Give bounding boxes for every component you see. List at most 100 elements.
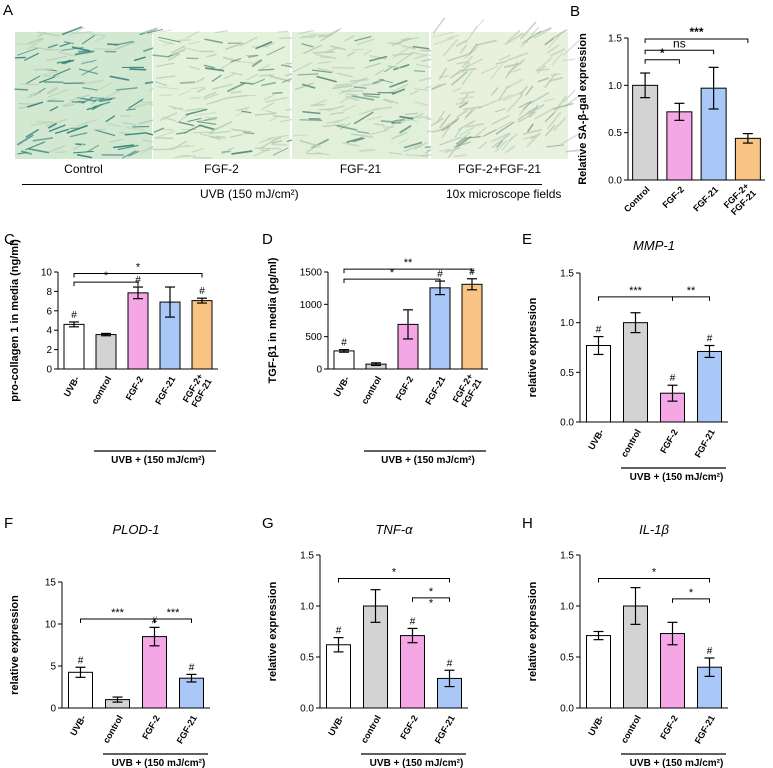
significance-label: *: [390, 267, 395, 279]
hash-mark: #: [670, 373, 676, 384]
chart-title: IL-1β: [639, 522, 669, 537]
hash-mark: #: [447, 658, 453, 669]
bar-3: [660, 633, 685, 709]
x-axis-label: UVB + (150 mJ/cm²): [630, 758, 724, 768]
y-axis-label: TGF-β1 in media (pg/ml): [267, 257, 279, 383]
chart-c: C 0 2 4 6 8 10 pro-collagen 1 in media (ng/ml) #…: [4, 231, 218, 466]
significance-bracket: [598, 296, 673, 301]
category-label: FGF-21: [691, 184, 720, 213]
category-label: control: [359, 714, 383, 745]
y-tick-label: 0.5: [608, 128, 622, 139]
y-axis-label: relative expression: [527, 297, 539, 397]
y-tick-label: 1.0: [560, 318, 574, 329]
y-tick-label: 4: [46, 326, 52, 337]
category-label: UVB-: [62, 374, 82, 398]
significance-label: *: [136, 261, 141, 273]
category-text: FGF-2: [394, 375, 416, 403]
category-label: FGF-2: [660, 184, 685, 209]
y-tick-label: 2: [46, 345, 52, 356]
y-tick-label: 500: [305, 332, 322, 343]
category-text: control: [359, 375, 383, 406]
y-tick-label: 1.5: [560, 551, 574, 562]
significance-label: ns: [673, 36, 686, 50]
category-label: FGF-2+FGF-21: [451, 372, 484, 409]
bar-1: [586, 635, 611, 709]
bar-1: [586, 345, 611, 423]
micrograph-label-3: FGF-21: [339, 162, 382, 176]
hash-mark: #: [341, 338, 347, 349]
significance-label: ***: [689, 25, 703, 39]
category-label: FGF-2: [124, 375, 146, 403]
category-text: FGF-21: [175, 714, 199, 746]
category-label: FGF-21: [153, 375, 177, 407]
chart-b: B 0.0 0.5 1.0 1.5 Relative SA-β-gal expressio…: [570, 3, 765, 217]
significance-label: *: [660, 46, 665, 60]
significance-label: ***: [629, 285, 643, 297]
y-tick-label: 1.5: [608, 34, 622, 45]
bar-4: [697, 350, 722, 423]
category-text: UVB-: [326, 713, 346, 737]
significance-bracket: [80, 618, 155, 623]
y-tick-label: 1.5: [560, 269, 574, 280]
bar-3: [400, 635, 425, 709]
hash-mark: #: [437, 269, 443, 280]
y-tick-label: 1.5: [300, 551, 314, 562]
category-label: FGF-21: [423, 375, 447, 407]
category-text: FGF-2: [658, 428, 680, 456]
y-axis-label: relative expression: [9, 595, 21, 695]
bar-2: [95, 334, 117, 370]
chart-e: E MMP-1 0.0 0.5 1.0 1.5 relative expression # UV…: [522, 231, 728, 483]
significance-bracket: [343, 268, 473, 274]
category-label: FGF-2: [394, 375, 416, 403]
y-axis-label: pro-collagen 1 in media (ng/ml): [9, 239, 21, 402]
y-tick-label: 0: [316, 365, 322, 376]
y-tick-label: 1.0: [560, 602, 574, 613]
category-label: UVB-: [586, 713, 606, 737]
y-tick-label: 8: [46, 287, 52, 298]
hash-mark: #: [78, 655, 84, 666]
bar-5: [461, 283, 483, 370]
y-axis-label: relative expression: [267, 581, 279, 681]
uvb-label: UVB (150 mJ/cm²): [200, 187, 299, 201]
significance-label: *: [429, 586, 434, 598]
micrograph-4: [430, 17, 583, 159]
bar-4: [179, 677, 204, 709]
chart-title: TNF-α: [375, 522, 413, 537]
category-label: FGF-21: [175, 714, 199, 746]
category-text: control: [619, 714, 643, 745]
significance-bracket: [73, 281, 139, 287]
category-text: UVB-: [586, 713, 606, 737]
x-axis-label: UVB + (150 mJ/cm²): [112, 758, 206, 768]
y-tick-label: 0.5: [560, 653, 574, 664]
micrograph-label-1: Control: [64, 162, 103, 176]
category-label: control: [359, 375, 383, 406]
bar-1: [68, 671, 93, 709]
bar-2: [666, 111, 693, 181]
category-text: control: [619, 428, 643, 459]
significance-label: *: [392, 566, 397, 578]
category-text: FGF-21: [693, 428, 717, 460]
significance-label: ***: [111, 607, 125, 619]
y-axis-label: Relative SA-β-gal expression: [577, 33, 589, 185]
panel-a-letter: A: [3, 2, 14, 19]
hash-mark: #: [410, 616, 416, 627]
category-label: FGF-21: [693, 714, 717, 746]
category-text: FGF-2: [124, 375, 146, 403]
hash-mark: #: [71, 310, 77, 321]
significance-label: *: [429, 598, 434, 610]
y-tick-label: 0.0: [560, 704, 574, 715]
hash-mark: #: [199, 286, 205, 297]
category-label: FGF-21: [433, 714, 457, 746]
micrograph-label-2: FGF-2: [204, 162, 239, 176]
category-label: FGF-2+FGF-21: [722, 181, 758, 217]
significance-bracket: [73, 272, 203, 278]
panel-letter: B: [570, 3, 580, 20]
category-text: UVB-: [332, 374, 352, 398]
bar-1: [333, 350, 355, 370]
chart-title: MMP-1: [633, 238, 675, 253]
panel-letter: C: [4, 231, 15, 248]
category-text: UVB-: [68, 713, 88, 737]
category-text: FGF-2: [660, 184, 685, 209]
category-text: UVB-: [62, 374, 82, 398]
significance-bracket: [644, 38, 749, 43]
